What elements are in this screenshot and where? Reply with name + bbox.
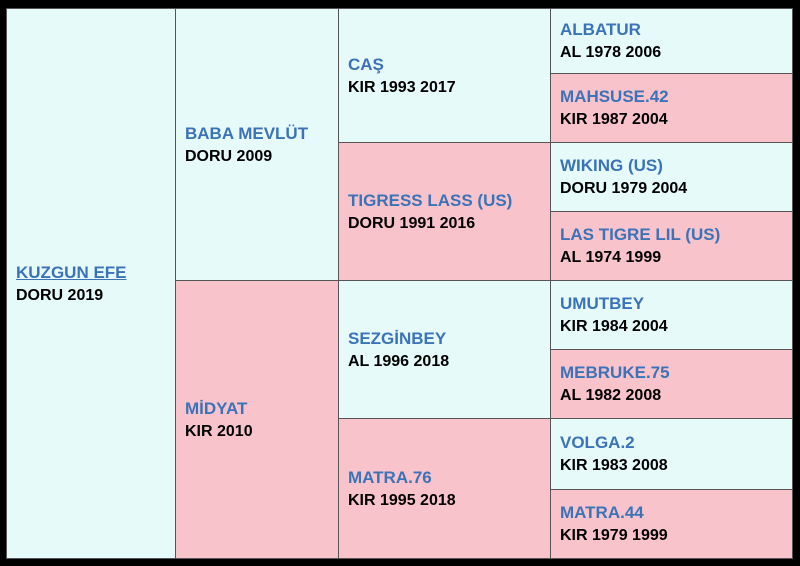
ancestor-cell-sss: ALBATUR AL 1978 2006 [550, 8, 793, 74]
ancestor-name-sdd[interactable]: LAS TIGRE LIL (US) [560, 223, 792, 246]
ancestor-name-dsd[interactable]: MEBRUKE.75 [560, 361, 792, 384]
dam-sire-info: AL 1996 2018 [348, 350, 550, 373]
ancestor-cell-dds: VOLGA.2 KIR 1983 2008 [550, 418, 793, 490]
ancestor-name-ssd[interactable]: MAHSUSE.42 [560, 85, 792, 108]
dam-dam-name[interactable]: MATRA.76 [348, 466, 550, 489]
ancestor-cell-sdd: LAS TIGRE LIL (US) AL 1974 1999 [550, 211, 793, 281]
dam-dam-cell: MATRA.76 KIR 1995 2018 [338, 418, 551, 559]
dam-sire-cell: SEZGİNBEY AL 1996 2018 [338, 280, 551, 419]
subject-name-link[interactable]: KUZGUN EFE [16, 261, 175, 284]
ancestor-name-sds[interactable]: WIKING (US) [560, 154, 792, 177]
sire-sire-cell: CAŞ KIR 1993 2017 [338, 8, 551, 143]
sire-sire-info: KIR 1993 2017 [348, 76, 550, 99]
ancestor-info-ddd: KIR 1979 1999 [560, 524, 792, 547]
dam-dam-info: KIR 1995 2018 [348, 489, 550, 512]
ancestor-cell-dsd: MEBRUKE.75 AL 1982 2008 [550, 349, 793, 419]
ancestor-cell-sds: WIKING (US) DORU 1979 2004 [550, 142, 793, 212]
ancestor-info-sss: AL 1978 2006 [560, 41, 792, 64]
ancestor-cell-dss: UMUTBEY KIR 1984 2004 [550, 280, 793, 350]
ancestor-name-ddd[interactable]: MATRA.44 [560, 501, 792, 524]
ancestor-cell-ssd: MAHSUSE.42 KIR 1987 2004 [550, 73, 793, 143]
ancestor-info-sds: DORU 1979 2004 [560, 177, 792, 200]
ancestor-info-sdd: AL 1974 1999 [560, 246, 792, 269]
ancestor-name-dds[interactable]: VOLGA.2 [560, 431, 792, 454]
dam-name[interactable]: MİDYAT [185, 397, 338, 420]
dam-cell: MİDYAT KIR 2010 [175, 280, 339, 559]
sire-info: DORU 2009 [185, 145, 338, 168]
subject-cell: KUZGUN EFE DORU 2019 [6, 8, 176, 559]
sire-dam-cell: TIGRESS LASS (US) DORU 1991 2016 [338, 142, 551, 281]
ancestor-info-dds: KIR 1983 2008 [560, 454, 792, 477]
dam-sire-name[interactable]: SEZGİNBEY [348, 327, 550, 350]
sire-sire-name[interactable]: CAŞ [348, 53, 550, 76]
sire-cell: BABA MEVLÜT DORU 2009 [175, 8, 339, 281]
ancestor-info-dss: KIR 1984 2004 [560, 315, 792, 338]
sire-name[interactable]: BABA MEVLÜT [185, 122, 338, 145]
dam-info: KIR 2010 [185, 420, 338, 443]
ancestor-name-sss[interactable]: ALBATUR [560, 18, 792, 41]
subject-info: DORU 2019 [16, 284, 175, 307]
ancestor-cell-ddd: MATRA.44 KIR 1979 1999 [550, 489, 793, 559]
sire-dam-name[interactable]: TIGRESS LASS (US) [348, 189, 550, 212]
ancestor-info-dsd: AL 1982 2008 [560, 384, 792, 407]
ancestor-info-ssd: KIR 1987 2004 [560, 108, 792, 131]
ancestor-name-dss[interactable]: UMUTBEY [560, 292, 792, 315]
sire-dam-info: DORU 1991 2016 [348, 212, 550, 235]
